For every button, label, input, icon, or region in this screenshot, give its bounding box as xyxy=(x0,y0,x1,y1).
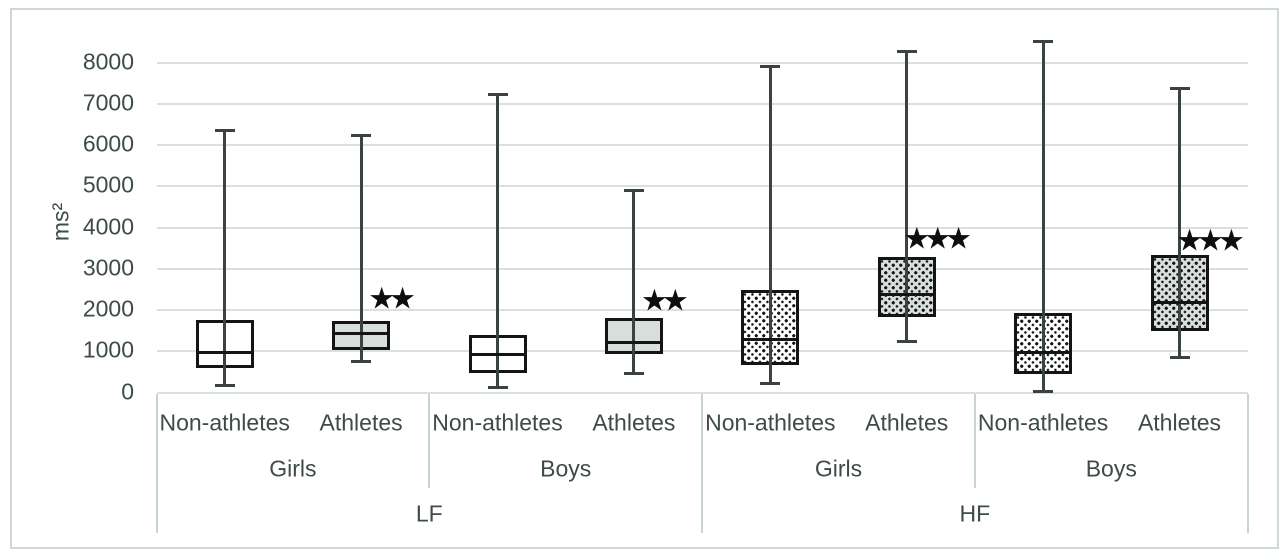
y-axis-title: ms² xyxy=(47,202,74,242)
chart-figure xyxy=(10,8,1279,549)
